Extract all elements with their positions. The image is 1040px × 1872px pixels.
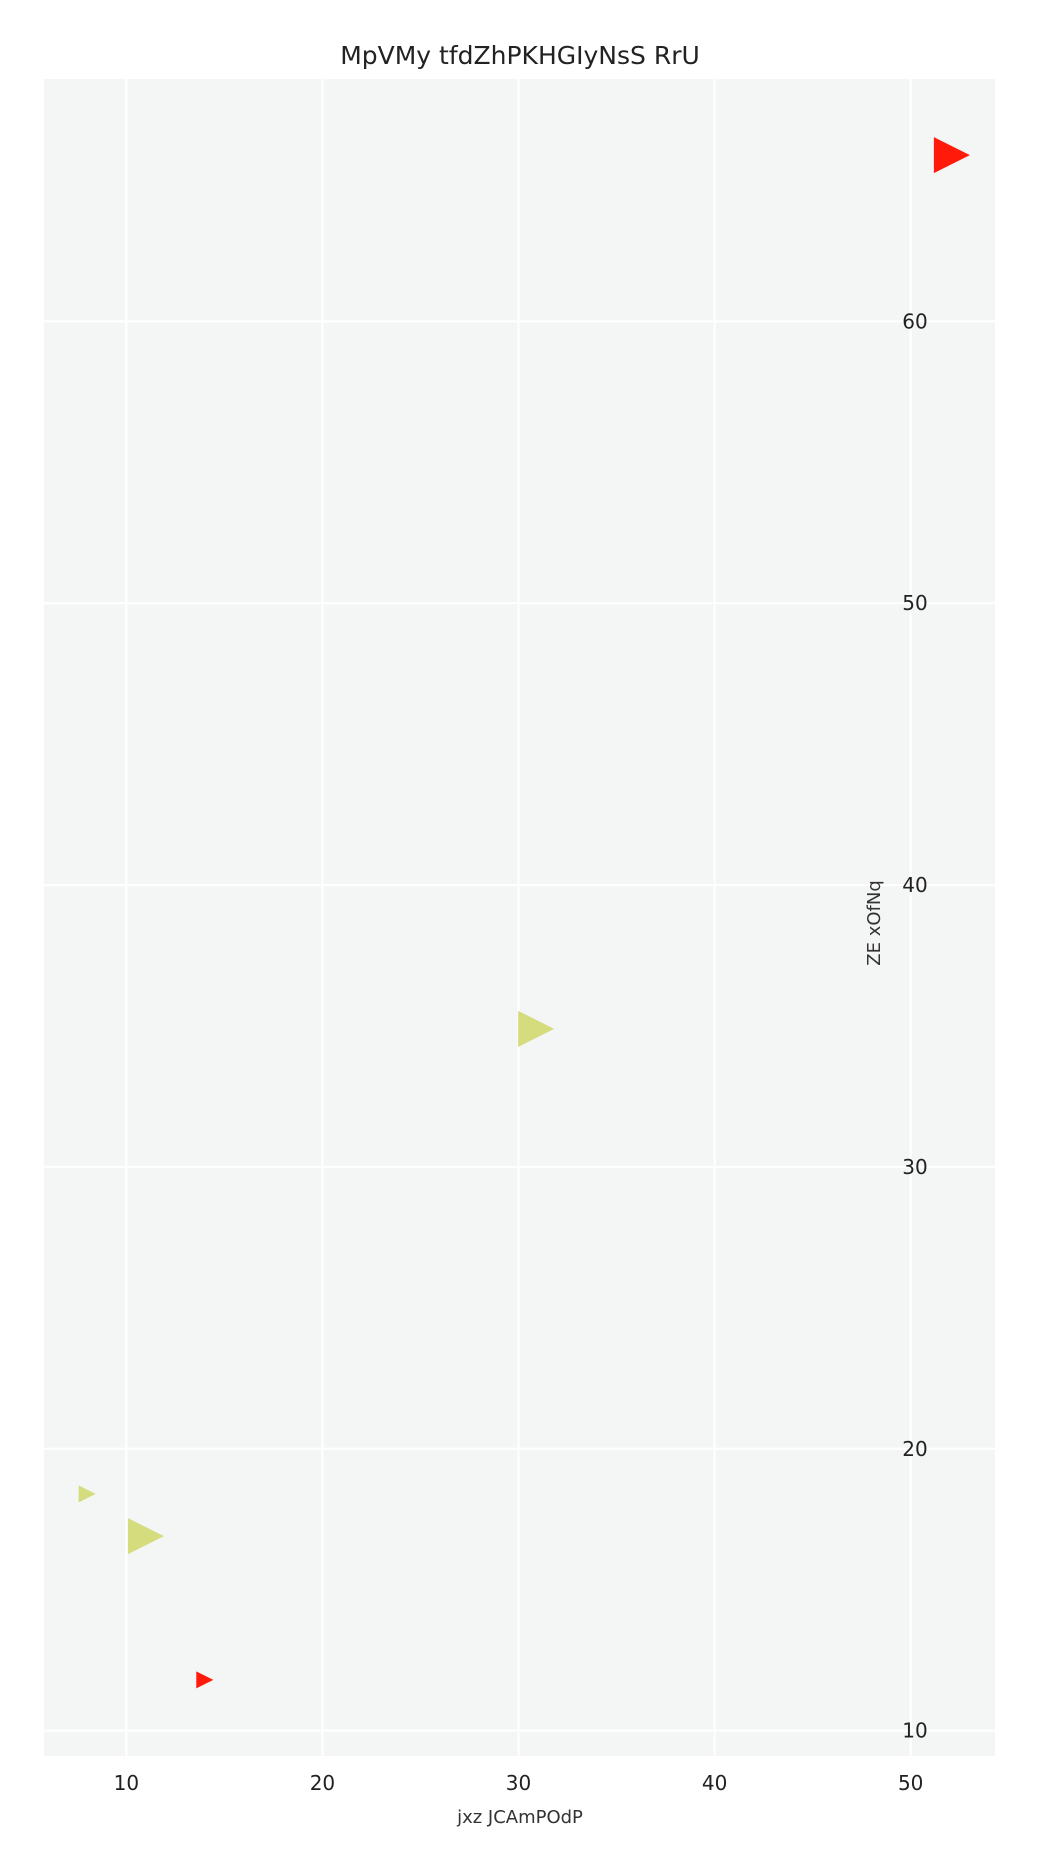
x-axis-label: jxz JCAmPOdP <box>456 1807 583 1828</box>
x-tick-label-0: 10 <box>114 1771 139 1795</box>
x-tick-label-2: 30 <box>506 1771 531 1795</box>
x-tick-label-4: 50 <box>898 1771 923 1795</box>
data-point-2 <box>78 1485 96 1503</box>
y-tick-label-2: 30 <box>902 1155 927 1179</box>
y-tick-labels: 10 20 30 40 50 60 <box>902 309 927 1742</box>
x-tick-label-1: 20 <box>310 1771 335 1795</box>
chart-title: MpVMy tfdZhPKHGIyNsS RrU <box>340 41 700 70</box>
y-tick-label-5: 60 <box>902 309 927 333</box>
y-gridlines <box>44 320 995 1732</box>
data-points <box>78 137 970 1689</box>
x-gridlines <box>125 79 912 1756</box>
y-tick-label-3: 40 <box>902 873 927 897</box>
y-tick-label-4: 50 <box>902 591 927 615</box>
x-tick-labels: 10 20 30 40 50 <box>114 1771 924 1795</box>
data-point-1 <box>518 1010 555 1047</box>
data-point-4 <box>196 1671 214 1689</box>
y-tick-label-0: 10 <box>902 1719 927 1743</box>
data-point-3 <box>127 1518 164 1555</box>
data-point-0 <box>933 137 970 174</box>
x-tick-label-3: 40 <box>702 1771 727 1795</box>
y-tick-label-1: 20 <box>902 1437 927 1461</box>
y-axis-label: ZE xOfNq <box>864 880 885 965</box>
